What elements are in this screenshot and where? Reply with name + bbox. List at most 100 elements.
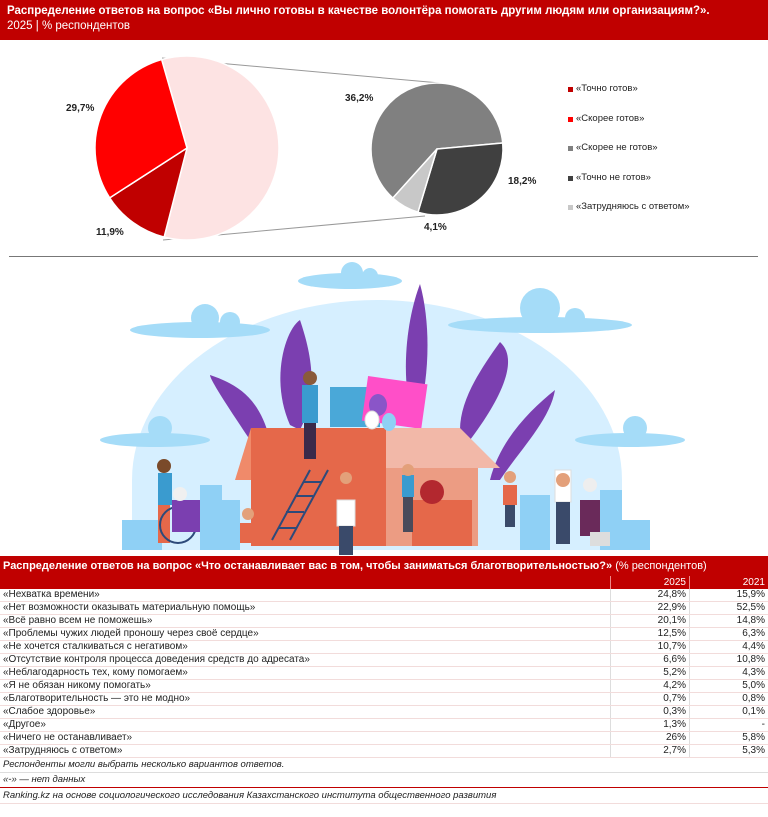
table-source-row: Ranking.kz на основе социологического ис… (0, 787, 768, 804)
table-row: «Ничего не останавливает» 26% 5,8% (0, 731, 768, 745)
legend-label: «Скорее готов» (576, 112, 645, 124)
city-skyline-shape (122, 485, 650, 550)
legend-label: «Точно не готов» (576, 171, 651, 183)
value-2025: 10,7% (610, 640, 690, 654)
table-row: «Всё равно всем не поможешь» 20,1% 14,8% (0, 614, 768, 628)
label-tochno-gotov: 11,9% (96, 227, 124, 238)
people-shapes (157, 371, 610, 555)
table-header-row: 2025 2021 (0, 576, 768, 589)
table-note: «-» — нет данных (0, 772, 768, 788)
cloud-shape (100, 262, 685, 447)
value-2021: 0,8% (689, 692, 768, 706)
table-note-row: «-» — нет данных (0, 772, 768, 788)
box-flap-shape (386, 428, 500, 468)
legend-item: «Затрудняюсь с ответом» (568, 201, 690, 231)
value-2021: 6,3% (689, 627, 768, 641)
row-label: «Благотворительность — это не модно» (0, 692, 611, 706)
value-2021: 15,9% (689, 589, 768, 602)
row-label: «Я не обязан никому помогать» (0, 679, 611, 693)
value-2025: 0,7% (610, 692, 690, 706)
secondary-pie-slice-0 (370, 82, 504, 200)
value-2021: - (689, 718, 768, 732)
legend-label: «Затрудняюсь с ответом» (576, 201, 690, 212)
row-label: «Не хочется сталкиваться с негативом» (0, 640, 611, 654)
chart-subtitle: 2025 | % респондентов (7, 20, 130, 32)
value-2025: 24,8% (610, 589, 690, 602)
value-2025: 6,6% (610, 653, 690, 667)
legend-swatch (568, 116, 573, 122)
secondary-pie-slice-2 (391, 148, 438, 214)
value-2021: 5,3% (689, 744, 768, 758)
table-row: «Неблагодарность тех, кому помогаем» 5,2%… (0, 666, 768, 680)
row-label: «Отсутствие контроля процесса доведения … (0, 653, 611, 667)
row-label: «Неблагодарность тех, кому помогаем» (0, 666, 611, 680)
legend-label: «Скорее не готов» (576, 142, 658, 153)
ladder-shape (271, 469, 329, 541)
value-2021: 5,0% (689, 679, 768, 693)
legend-swatch (568, 146, 573, 151)
value-2025: 26% (610, 731, 690, 745)
legend-item: «Скорее не готов» (568, 142, 690, 172)
row-label: «Другое» (0, 718, 611, 732)
value-2025: 12,5% (610, 627, 690, 641)
label-skoree-ne-gotov: 36,2% (345, 93, 374, 104)
box-flap-shape (235, 428, 251, 480)
small-box-shape (412, 500, 472, 546)
row-label: «Нет возможности оказывать материальную … (0, 601, 611, 615)
value-2025: 5,2% (610, 666, 690, 680)
legend-swatch (568, 205, 573, 210)
table-row: «Слабое здоровье» 0,3% 0,1% (0, 705, 768, 719)
table-source: Ranking.kz на основе социологического ис… (0, 787, 768, 804)
chart-legend: «Точно готов» «Скорее готов» «Скорее не … (568, 83, 690, 231)
value-2021: 4,4% (689, 640, 768, 654)
teddy-bear-shape (420, 480, 444, 504)
value-2025: 20,1% (610, 614, 690, 628)
table-note: Респонденты могли выбрать несколько вари… (0, 757, 768, 773)
value-2025: 0,3% (610, 705, 690, 719)
table-row: «Я не обязан никому помогать» 4,2% 5,0% (0, 679, 768, 693)
row-label: «Ничего не останавливает» (0, 731, 611, 745)
table-row: «Проблемы чужих людей проношу через своё… (0, 627, 768, 641)
row-label: «Нехватка времени» (0, 589, 611, 602)
row-label: «Всё равно всем не поможешь» (0, 614, 611, 628)
section-divider (9, 256, 758, 257)
main-pie-slice-1 (108, 146, 189, 239)
legend-swatch (568, 175, 573, 181)
row-label: «Затрудняюсь с ответом» (0, 744, 611, 758)
main-pie-slice-0 (160, 55, 280, 241)
value-2021: 0,1% (689, 705, 768, 719)
table-note-row: Респонденты могли выбрать несколько вари… (0, 757, 768, 773)
value-2025: 4,2% (610, 679, 690, 693)
legend-swatch (568, 87, 573, 92)
value-2025: 1,3% (610, 718, 690, 732)
label-skoree-gotov: 29,7% (66, 103, 95, 114)
obstacles-table: Распределение ответов на вопрос «Что ост… (0, 556, 768, 804)
volunteer-illustration (100, 262, 685, 555)
value-2021: 52,5% (689, 601, 768, 615)
row-label: «Проблемы чужих людей проношу через своё… (0, 627, 611, 641)
balloons-shape (364, 394, 396, 431)
legend-item: «Точно не готов» (568, 172, 690, 202)
chart-title: Распределение ответов на вопрос «Вы личн… (7, 5, 710, 17)
table-row: «Не хочется сталкиваться с негативом» 10,… (0, 640, 768, 654)
table-row: «Отсутствие контроля процесса доведения … (0, 653, 768, 667)
table-row: «Другое» 1,3% - (0, 718, 768, 732)
table-row: «Нехватка времени» 24,8% 15,9% (0, 589, 768, 602)
secondary-pie-slice-1 (417, 142, 504, 216)
table-row: «Нет возможности оказывать материальную … (0, 601, 768, 615)
legend-item: «Скорее готов» (568, 113, 690, 143)
table-title: Распределение ответов на вопрос «Что ост… (0, 556, 768, 576)
value-2021: 4,3% (689, 666, 768, 680)
table-row: «Благотворительность — это не модно» 0,7%… (0, 692, 768, 706)
legend-item: «Точно готов» (568, 83, 690, 113)
value-2025: 2,7% (610, 744, 690, 758)
value-2021: 10,8% (689, 653, 768, 667)
column-header-2025: 2025 (610, 576, 690, 589)
row-label: «Слабое здоровье» (0, 705, 611, 719)
column-header-2021: 2021 (689, 576, 768, 589)
value-2021: 5,8% (689, 731, 768, 745)
value-2025: 22,9% (610, 601, 690, 615)
label-zatrudnyayus: 4,1% (424, 222, 447, 233)
chart-header: Распределение ответов на вопрос «Вы личн… (0, 0, 768, 40)
